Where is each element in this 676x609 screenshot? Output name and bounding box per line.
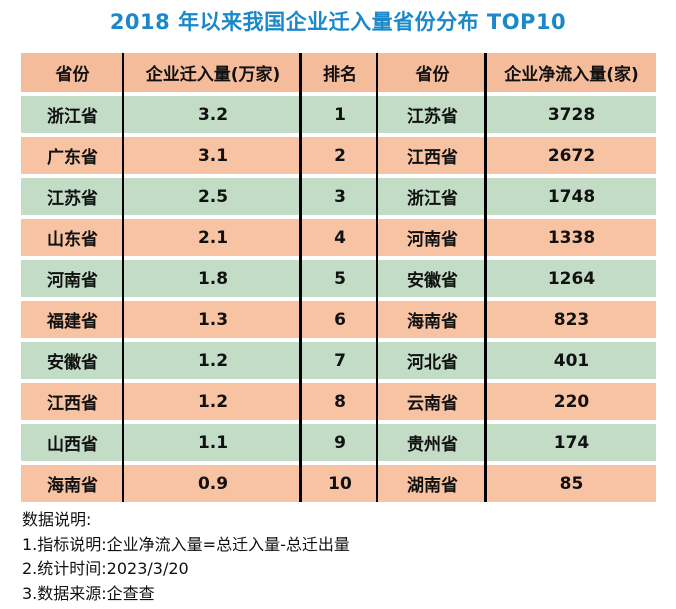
table-cell: 浙江省	[21, 96, 124, 133]
table-cell: 河北省	[378, 342, 487, 379]
note-line: 2.统计时间:2023/3/20	[22, 559, 189, 578]
table-cell: 2.1	[124, 219, 302, 256]
header-cell: 省份	[21, 53, 124, 92]
table-row: 浙江省 3.2 1 江苏省 3728	[21, 96, 656, 133]
table-cell: 1748	[487, 178, 656, 215]
table-cell: 85	[487, 465, 656, 502]
table-cell: 220	[487, 383, 656, 420]
table-cell: 福建省	[21, 301, 124, 338]
table-cell: 2.5	[124, 178, 302, 215]
table-cell: 0.9	[124, 465, 302, 502]
data-table: 省份 企业迁入量(万家) 排名 省份 企业净流入量(家) 浙江省 3.2 1 江苏省 3728 广…	[21, 53, 656, 502]
table-cell: 8	[302, 383, 378, 420]
table-cell: 江苏省	[21, 178, 124, 215]
table-cell: 贵州省	[378, 424, 487, 461]
table-row: 海南省 0.9 10 湖南省 85	[21, 465, 656, 502]
table-cell: 5	[302, 260, 378, 297]
table-cell: 1.1	[124, 424, 302, 461]
table-cell: 823	[487, 301, 656, 338]
data-notes: 数据说明: 1.指标说明:企业净流入量=总迁入量-总迁出量 2.统计时间:2023…	[22, 508, 350, 606]
table-body: 浙江省 3.2 1 江苏省 3728 广东省 3.1 2 江西省 2672 江苏省 2.5 3 浙江省 17…	[21, 96, 656, 502]
table-cell: 2	[302, 137, 378, 174]
table-cell: 安徽省	[378, 260, 487, 297]
table-cell: 1.2	[124, 383, 302, 420]
table-cell: 河南省	[21, 260, 124, 297]
table-cell: 6	[302, 301, 378, 338]
note-line: 1.指标说明:企业净流入量=总迁入量-总迁出量	[22, 534, 350, 554]
table-cell: 2672	[487, 137, 656, 174]
table-cell: 海南省	[378, 301, 487, 338]
table-cell: 山西省	[21, 424, 124, 461]
table-cell: 浙江省	[378, 178, 487, 215]
table-cell: 1.2	[124, 342, 302, 379]
table-cell: 1.3	[124, 301, 302, 338]
table-cell: 山东省	[21, 219, 124, 256]
table-cell: 江西省	[378, 137, 487, 174]
notes-heading: 数据说明:	[22, 510, 92, 529]
table-cell: 7	[302, 342, 378, 379]
table-cell: 3	[302, 178, 378, 215]
header-cell: 企业净流入量(家)	[487, 53, 656, 92]
page-title: 2018 年以来我国企业迁入量省份分布 TOP10	[109, 10, 567, 34]
table-header-row: 省份 企业迁入量(万家) 排名 省份 企业净流入量(家)	[21, 53, 656, 92]
table-row: 安徽省 1.2 7 河北省 401	[21, 342, 656, 379]
column-divider-2	[299, 53, 302, 502]
table-cell: 河南省	[378, 219, 487, 256]
table-cell: 4	[302, 219, 378, 256]
table-cell: 3.1	[124, 137, 302, 174]
table-cell: 安徽省	[21, 342, 124, 379]
note-line: 3.数据来源:企查查	[22, 583, 155, 603]
table-cell: 9	[302, 424, 378, 461]
table-cell: 江西省	[21, 383, 124, 420]
notes-lines: 1.指标说明:企业净流入量=总迁入量-总迁出量 2.统计时间:2023/3/20 3…	[22, 533, 350, 607]
table-cell: 云南省	[378, 383, 487, 420]
table-cell: 10	[302, 465, 378, 502]
table-cell: 1264	[487, 260, 656, 297]
table-cell: 1338	[487, 219, 656, 256]
table-cell: 广东省	[21, 137, 124, 174]
table-cell: 3728	[487, 96, 656, 133]
header-cell: 省份	[378, 53, 487, 92]
table-cell: 江苏省	[378, 96, 487, 133]
table-cell: 174	[487, 424, 656, 461]
column-divider-1	[122, 53, 124, 502]
table-row: 江苏省 2.5 3 浙江省 1748	[21, 178, 656, 215]
table-cell: 401	[487, 342, 656, 379]
table-cell: 3.2	[124, 96, 302, 133]
header-cell: 企业迁入量(万家)	[124, 53, 302, 92]
table-row: 广东省 3.1 2 江西省 2672	[21, 137, 656, 174]
table-row: 福建省 1.3 6 海南省 823	[21, 301, 656, 338]
table-cell: 湖南省	[378, 465, 487, 502]
table-row: 山东省 2.1 4 河南省 1338	[21, 219, 656, 256]
table-cell: 1.8	[124, 260, 302, 297]
table-row: 江西省 1.2 8 云南省 220	[21, 383, 656, 420]
table-row: 山西省 1.1 9 贵州省 174	[21, 424, 656, 461]
column-divider-4	[484, 53, 487, 502]
column-divider-3	[376, 53, 378, 502]
table-cell: 1	[302, 96, 378, 133]
table-row: 河南省 1.8 5 安徽省 1264	[21, 260, 656, 297]
table-cell: 海南省	[21, 465, 124, 502]
header-cell: 排名	[302, 53, 378, 92]
